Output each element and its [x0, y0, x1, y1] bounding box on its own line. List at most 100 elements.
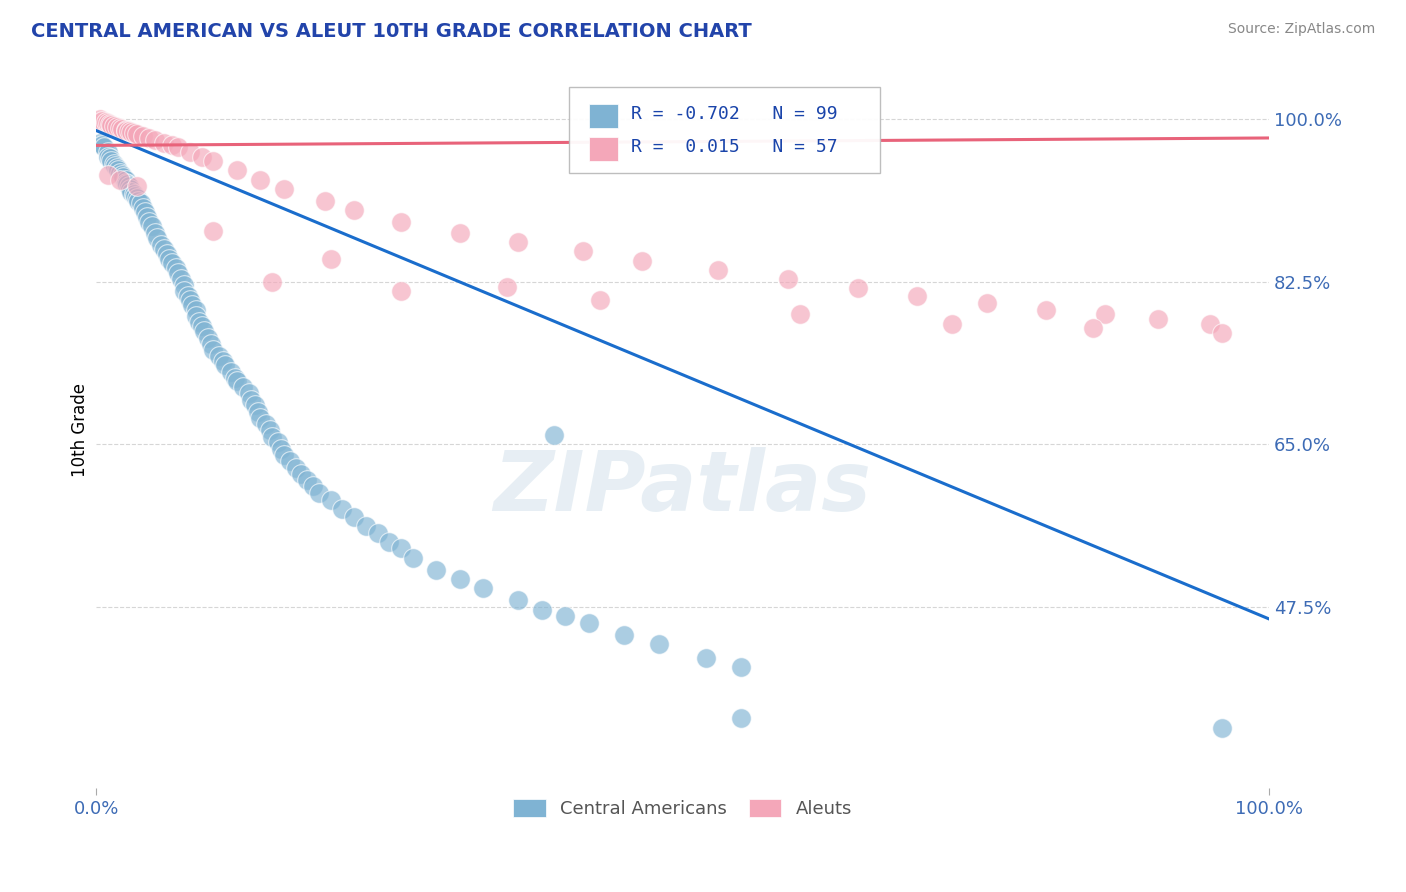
Point [1211, 326, 1233, 340]
Point [789, 307, 811, 321]
Point [118, 124, 141, 138]
Point [143, 133, 166, 147]
Point [389, 284, 412, 298]
Point [648, 637, 671, 651]
Point [112, 169, 135, 184]
Point [122, 126, 145, 140]
Point [167, 266, 190, 280]
Point [343, 509, 366, 524]
Point [343, 203, 366, 218]
Point [173, 277, 195, 292]
Point [1211, 721, 1233, 735]
Point [270, 442, 292, 456]
Point [132, 129, 155, 144]
Point [905, 289, 928, 303]
Point [179, 293, 201, 308]
Point [578, 615, 600, 630]
Legend: Central Americans, Aleuts: Central Americans, Aleuts [506, 791, 859, 825]
Point [554, 609, 576, 624]
Point [124, 188, 146, 202]
Point [695, 651, 717, 665]
Point [138, 214, 160, 228]
Text: R = -0.702   N = 99: R = -0.702 N = 99 [631, 104, 838, 123]
Point [89, 136, 111, 150]
Point [114, 176, 136, 190]
Point [354, 519, 377, 533]
Point [208, 349, 231, 363]
Point [941, 317, 963, 331]
Point [108, 173, 131, 187]
Point [184, 310, 207, 324]
Point [1146, 312, 1168, 326]
Point [138, 131, 160, 145]
Point [107, 163, 129, 178]
Point [179, 145, 201, 159]
Point [211, 353, 233, 368]
Point [219, 365, 242, 379]
Point [108, 120, 131, 135]
Point [146, 231, 169, 245]
Point [188, 315, 211, 329]
Point [273, 449, 295, 463]
Point [120, 125, 142, 139]
Point [153, 243, 176, 257]
Text: ZIPatlas: ZIPatlas [494, 447, 872, 528]
Point [232, 380, 254, 394]
Point [143, 226, 166, 240]
Point [132, 201, 155, 215]
Point [613, 628, 636, 642]
Point [224, 370, 246, 384]
Point [1035, 302, 1057, 317]
Point [98, 117, 121, 131]
Point [111, 168, 134, 182]
Point [572, 244, 595, 259]
Point [449, 572, 471, 586]
Point [98, 152, 121, 166]
Point [120, 185, 142, 199]
Point [543, 428, 565, 442]
Point [848, 281, 870, 295]
Point [247, 405, 270, 419]
Point [254, 417, 277, 431]
Point [367, 525, 389, 540]
Point [319, 252, 342, 266]
Point [197, 330, 219, 344]
Point [778, 272, 800, 286]
Point [157, 252, 180, 266]
Point [202, 224, 225, 238]
Y-axis label: 10th Grade: 10th Grade [72, 384, 89, 477]
Point [165, 260, 187, 275]
Point [173, 284, 195, 298]
Point [508, 593, 530, 607]
Point [127, 194, 149, 208]
Point [730, 711, 752, 725]
Point [262, 275, 284, 289]
Point [93, 140, 115, 154]
Point [127, 191, 149, 205]
Point [114, 173, 136, 187]
Point [319, 493, 342, 508]
Point [134, 205, 156, 219]
Point [267, 435, 290, 450]
Point [389, 214, 412, 228]
Point [332, 502, 354, 516]
Point [190, 318, 212, 333]
FancyBboxPatch shape [569, 87, 880, 173]
Point [508, 235, 530, 249]
Point [589, 293, 612, 308]
Point [122, 186, 145, 201]
Point [238, 386, 260, 401]
Point [389, 541, 412, 556]
Point [1094, 307, 1116, 321]
Point [214, 359, 236, 373]
Point [202, 154, 225, 169]
Point [91, 114, 114, 128]
Point [495, 279, 517, 293]
Point [425, 563, 447, 577]
Point [115, 178, 138, 192]
Point [162, 256, 184, 270]
Point [706, 262, 728, 277]
Point [141, 219, 163, 234]
Point [149, 237, 172, 252]
Point [120, 182, 142, 196]
